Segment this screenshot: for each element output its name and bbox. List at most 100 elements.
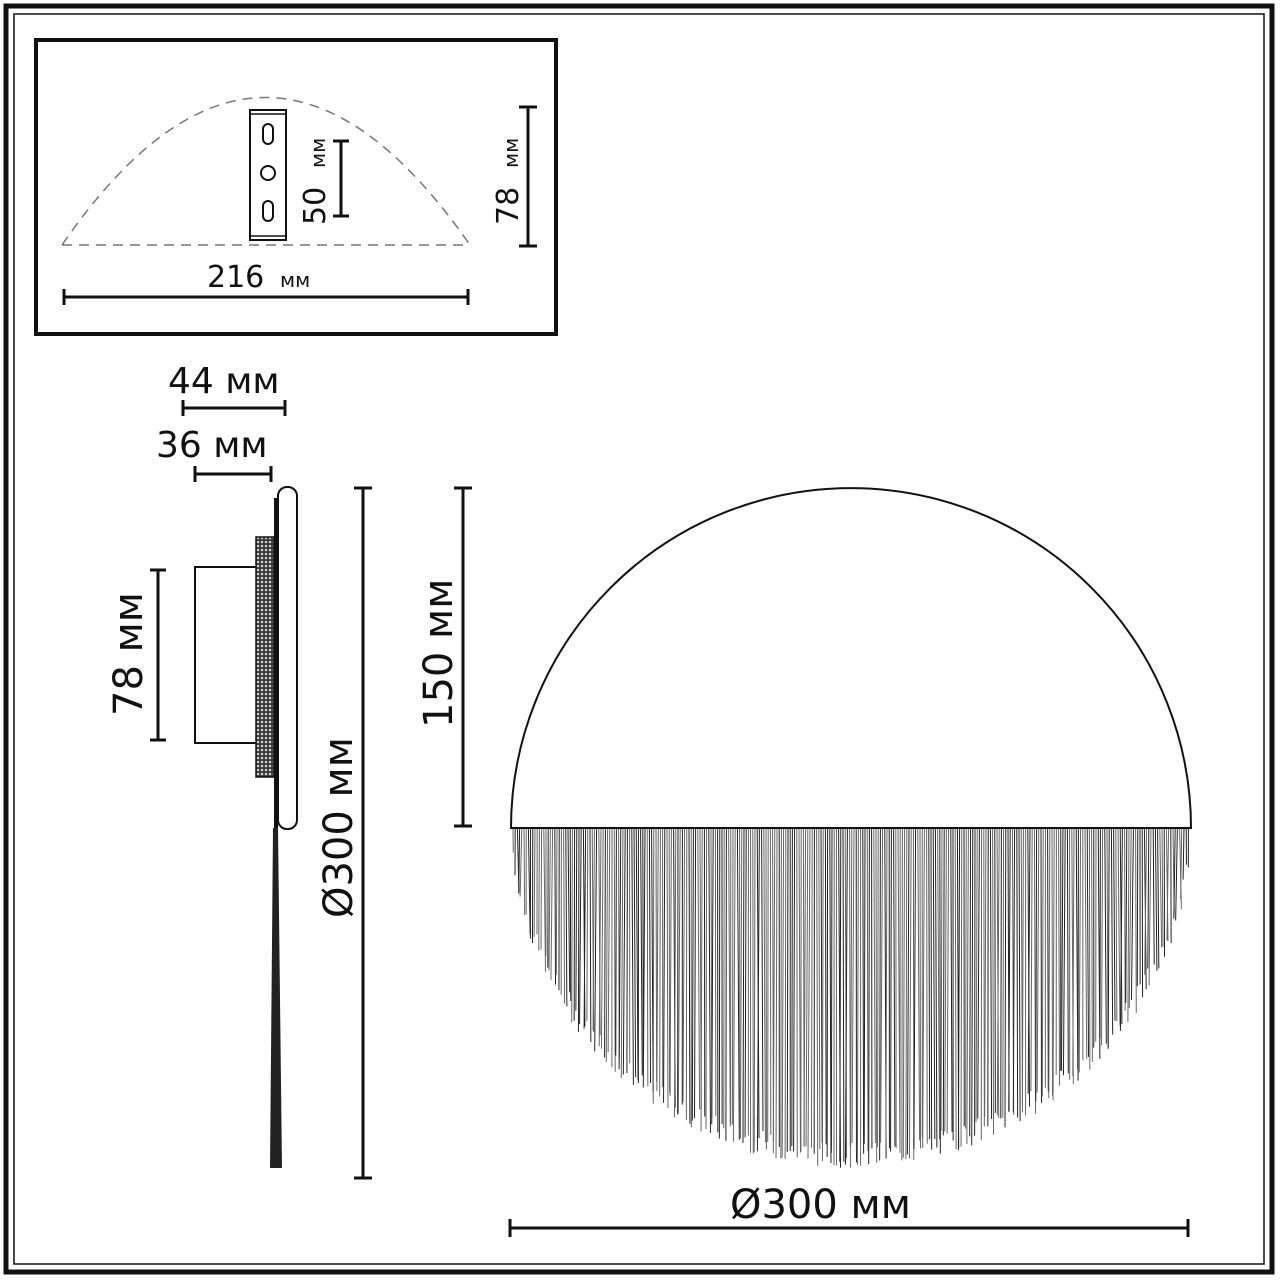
fringe-strand	[893, 827, 896, 1147]
fringe-strand	[682, 827, 686, 1102]
fringe-strand	[1018, 827, 1021, 1122]
fringe-strand	[604, 827, 606, 1058]
fringe-strand	[937, 827, 941, 1140]
fringe-strand	[950, 827, 953, 1132]
fringe-strand	[784, 827, 787, 1159]
fringe-strand	[1066, 827, 1069, 1074]
fringe-strand	[579, 827, 582, 1024]
fringe-strand	[844, 827, 848, 1165]
fringe-strand	[879, 827, 881, 1161]
fringe-strand	[1130, 827, 1134, 1000]
fringe-strand	[691, 827, 694, 1121]
fringe-strand	[666, 827, 669, 1109]
slot-hole	[262, 200, 274, 222]
fringe-strand	[803, 827, 807, 1147]
fringe-strand	[577, 827, 580, 1032]
fringe-strand	[1161, 827, 1164, 947]
fringe-strand	[942, 827, 945, 1136]
fringe-strand	[820, 827, 823, 1143]
fringe-strand	[1148, 827, 1152, 986]
fringe-strand	[575, 827, 578, 1011]
fringe-strand	[1041, 827, 1044, 1097]
fringe-strand	[1035, 827, 1038, 1102]
screw-hole	[260, 165, 276, 181]
fringe-strand	[954, 827, 957, 1150]
fringe-strand	[1124, 827, 1126, 1011]
fringe-strand	[786, 827, 789, 1152]
fringe-strand	[615, 827, 617, 1056]
fringe-strand	[656, 827, 659, 1092]
fringe-strand	[913, 827, 917, 1150]
fringe-strand	[772, 827, 776, 1154]
slot-hole	[262, 123, 274, 145]
fringe-strand	[586, 827, 589, 1021]
fringe-strand	[753, 827, 756, 1152]
fringe-strand	[1127, 827, 1130, 1022]
fringe-strand	[908, 827, 912, 1159]
fringe-strand	[975, 827, 978, 1122]
fringe-strand	[538, 827, 540, 951]
fringe-strand	[934, 827, 938, 1148]
bracket-dimension-unit: мм	[306, 138, 330, 168]
fringe-strand	[1062, 827, 1066, 1076]
fringe-strand	[781, 827, 785, 1158]
disc-edge	[277, 486, 298, 830]
fringe-strand	[906, 827, 910, 1155]
fringe-strand	[1136, 827, 1139, 987]
fringe-strand	[589, 827, 592, 1043]
canopy-outline	[61, 96, 471, 246]
fringe-strand	[807, 827, 811, 1159]
fringe-strand	[565, 827, 568, 1007]
fringe-strand	[890, 827, 892, 1152]
fringe-strand	[798, 827, 801, 1153]
fringe-strand	[554, 827, 557, 985]
fringe-strand	[839, 827, 842, 1162]
fringe-strand	[930, 827, 933, 1150]
fringe-strand	[965, 827, 967, 1129]
fringe-strand	[816, 827, 819, 1166]
fringe-strand	[1048, 827, 1051, 1098]
fringe-strand	[844, 827, 848, 1159]
fringe-strand	[851, 827, 855, 1144]
fringe-strand	[1107, 827, 1110, 1049]
fringe-strand	[810, 827, 813, 1148]
fringe-strand	[1113, 827, 1116, 1021]
height-dimension-value: 78	[491, 187, 526, 225]
fringe-strand	[697, 827, 701, 1110]
fringe-strand	[1157, 827, 1160, 969]
fringe-strand	[862, 827, 865, 1154]
fringe-strand	[567, 827, 571, 993]
fringe-strand	[605, 827, 609, 1062]
fringe-strand	[966, 827, 969, 1144]
depth-total-label: 44 мм	[168, 361, 280, 402]
fringe-strand	[555, 827, 558, 975]
fringe-strand	[700, 827, 703, 1132]
fringe-strand	[1119, 827, 1123, 1031]
fringe-strand	[659, 827, 661, 1097]
fringe-strand	[1078, 827, 1082, 1073]
fringe-strand	[711, 827, 714, 1125]
fringe-strand	[613, 827, 616, 1072]
fringe-strand	[1152, 827, 1155, 965]
fringe-strand	[540, 827, 543, 950]
fringe-strand	[1091, 827, 1093, 1062]
fringe-strand	[598, 827, 602, 1047]
fringe-strand	[824, 827, 827, 1145]
depth-body-label: 36 мм	[156, 425, 268, 466]
fringe-strand	[622, 827, 626, 1075]
fringe-strand	[984, 827, 987, 1118]
fringe-strand	[548, 827, 551, 971]
fringe-strand	[527, 827, 531, 935]
fringe-strand	[648, 827, 652, 1084]
fringe-strand	[1128, 827, 1132, 1008]
fringe-strand	[1000, 827, 1002, 1119]
fringe-strand	[519, 827, 523, 897]
fringe-strand	[742, 827, 745, 1144]
fringe-strand	[1106, 827, 1109, 1049]
fringe-strand	[1033, 827, 1037, 1114]
fringe-strand	[830, 827, 833, 1153]
fringe-strand	[793, 827, 796, 1152]
fringe-strand	[1016, 827, 1019, 1118]
height-dimension-unit: мм	[499, 138, 523, 168]
